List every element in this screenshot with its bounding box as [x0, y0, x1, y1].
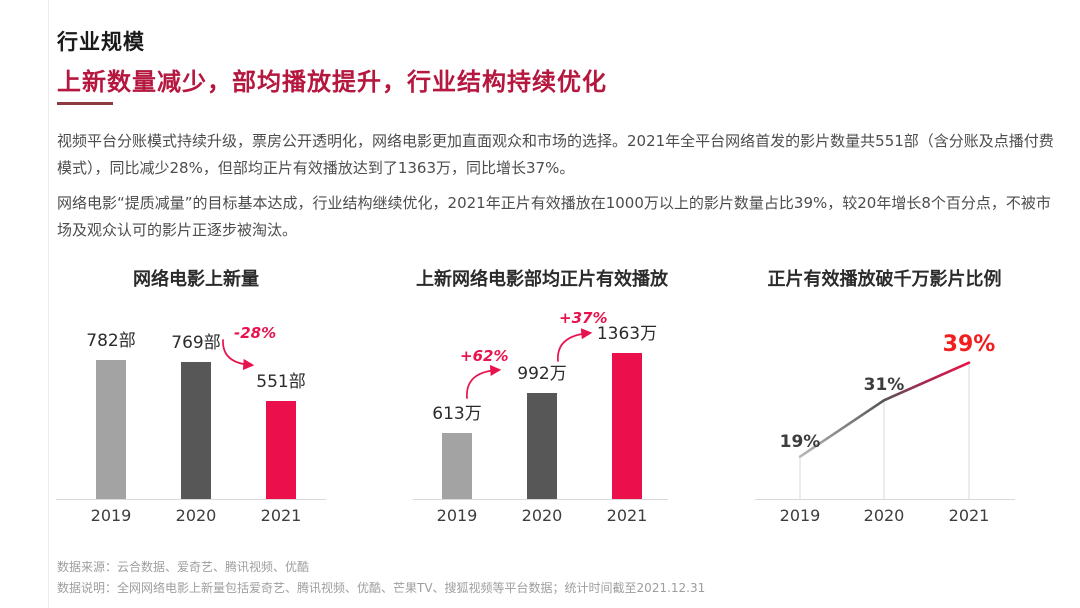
- x-tick-2019: 2019: [436, 506, 478, 525]
- point-label-2021: 39%: [942, 331, 996, 357]
- x-axis-line: [413, 499, 668, 500]
- bar-2019: [442, 433, 472, 499]
- page-edge-line: [48, 0, 49, 608]
- chart-new-releases-title: 网络电影上新量: [133, 269, 259, 290]
- x-axis-line: [755, 499, 1015, 500]
- chart-average-plays: 上新网络电影部均正片有效播放 613万 992万 1363万 +62% +37%…: [400, 258, 684, 543]
- bar-value-label-2021: 551部: [256, 372, 306, 392]
- x-tick-2019: 2019: [779, 506, 821, 525]
- point-label-2019: 19%: [779, 431, 821, 452]
- x-tick-2019: 2019: [90, 506, 132, 525]
- bar-2019: [96, 360, 126, 499]
- x-tick-2021: 2021: [948, 506, 990, 525]
- bar-value-label-2020: 769部: [171, 333, 221, 353]
- intro-paragraph-1: 视频平台分账模式持续升级，票房公开透明化，网络电影更加直面观众和市场的选择。20…: [57, 132, 1054, 177]
- page-subtitle: 上新数量减少，部均播放提升，行业结构持续优化: [57, 68, 607, 96]
- line-chart-canvas: [798, 361, 971, 499]
- bar-value-label-2019: 613万: [432, 404, 482, 424]
- chart-average-plays-plot: 613万 992万 1363万 +62% +37% 2019 2020 2021: [400, 258, 730, 525]
- x-tick-2020: 2020: [863, 506, 905, 525]
- line-segment-2020-2021: [882, 361, 971, 402]
- chart-average-plays-title: 上新网络电影部均正片有效播放: [416, 269, 668, 290]
- x-axis-line: [56, 499, 326, 500]
- x-tick-2020: 2020: [175, 506, 217, 525]
- chart-ten-million-share-title: 正片有效播放破千万影片比例: [767, 269, 1002, 290]
- bar-value-label-2020: 992万: [517, 364, 567, 384]
- bar-2021: [612, 353, 642, 499]
- annotation-growth-37: +37%: [559, 309, 608, 327]
- bar-2021: [266, 401, 296, 499]
- chart-new-releases: 网络电影上新量 782部 769部 551部 -28% 2019 2020 20…: [50, 258, 342, 543]
- page-title: 行业规模: [57, 30, 145, 54]
- line-segment-2019-2020: [798, 399, 886, 458]
- bar-value-label-2019: 782部: [86, 331, 136, 351]
- data-description-note: 数据说明：全网网络电影上新量包括爱奇艺、腾讯视频、优酷、芒果TV、搜狐视频等平台…: [57, 581, 706, 595]
- annotation-growth-62: +62%: [460, 347, 509, 365]
- chart-ten-million-share-plot: 19% 31% 39% 2019 2020 2021: [740, 258, 1070, 525]
- data-source-note: 数据来源：云合数据、爱奇艺、腾讯视频、优酷: [57, 560, 310, 574]
- bar-value-label-2021: 1363万: [596, 324, 658, 344]
- subtitle-underline: [57, 102, 113, 105]
- chart-ten-million-share: 正片有效播放破千万影片比例: [740, 258, 1029, 543]
- point-label-2020: 31%: [863, 375, 905, 396]
- intro-paragraph-2: 网络电影“提质减量”的目标基本达成，行业结构继续优化，2021年正片有效播放在1…: [57, 194, 1051, 239]
- x-tick-2020: 2020: [521, 506, 563, 525]
- annotation-decline-28: -28%: [234, 324, 277, 342]
- bar-2020: [181, 362, 211, 499]
- x-tick-2021: 2021: [260, 506, 302, 525]
- bar-2020: [527, 393, 557, 499]
- x-tick-2021: 2021: [606, 506, 648, 525]
- chart-new-releases-plot: 782部 769部 551部 -28% 2019 2020 2021: [50, 258, 380, 525]
